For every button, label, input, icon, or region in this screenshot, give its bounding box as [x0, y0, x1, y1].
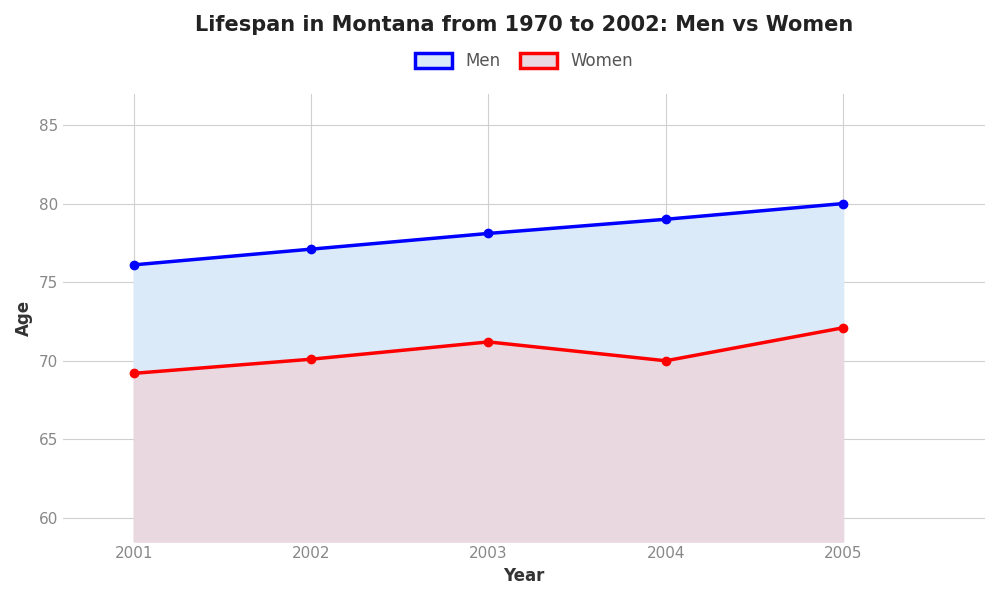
Legend: Men, Women: Men, Women: [407, 44, 641, 78]
X-axis label: Year: Year: [503, 567, 545, 585]
Title: Lifespan in Montana from 1970 to 2002: Men vs Women: Lifespan in Montana from 1970 to 2002: M…: [195, 15, 853, 35]
Y-axis label: Age: Age: [15, 299, 33, 335]
